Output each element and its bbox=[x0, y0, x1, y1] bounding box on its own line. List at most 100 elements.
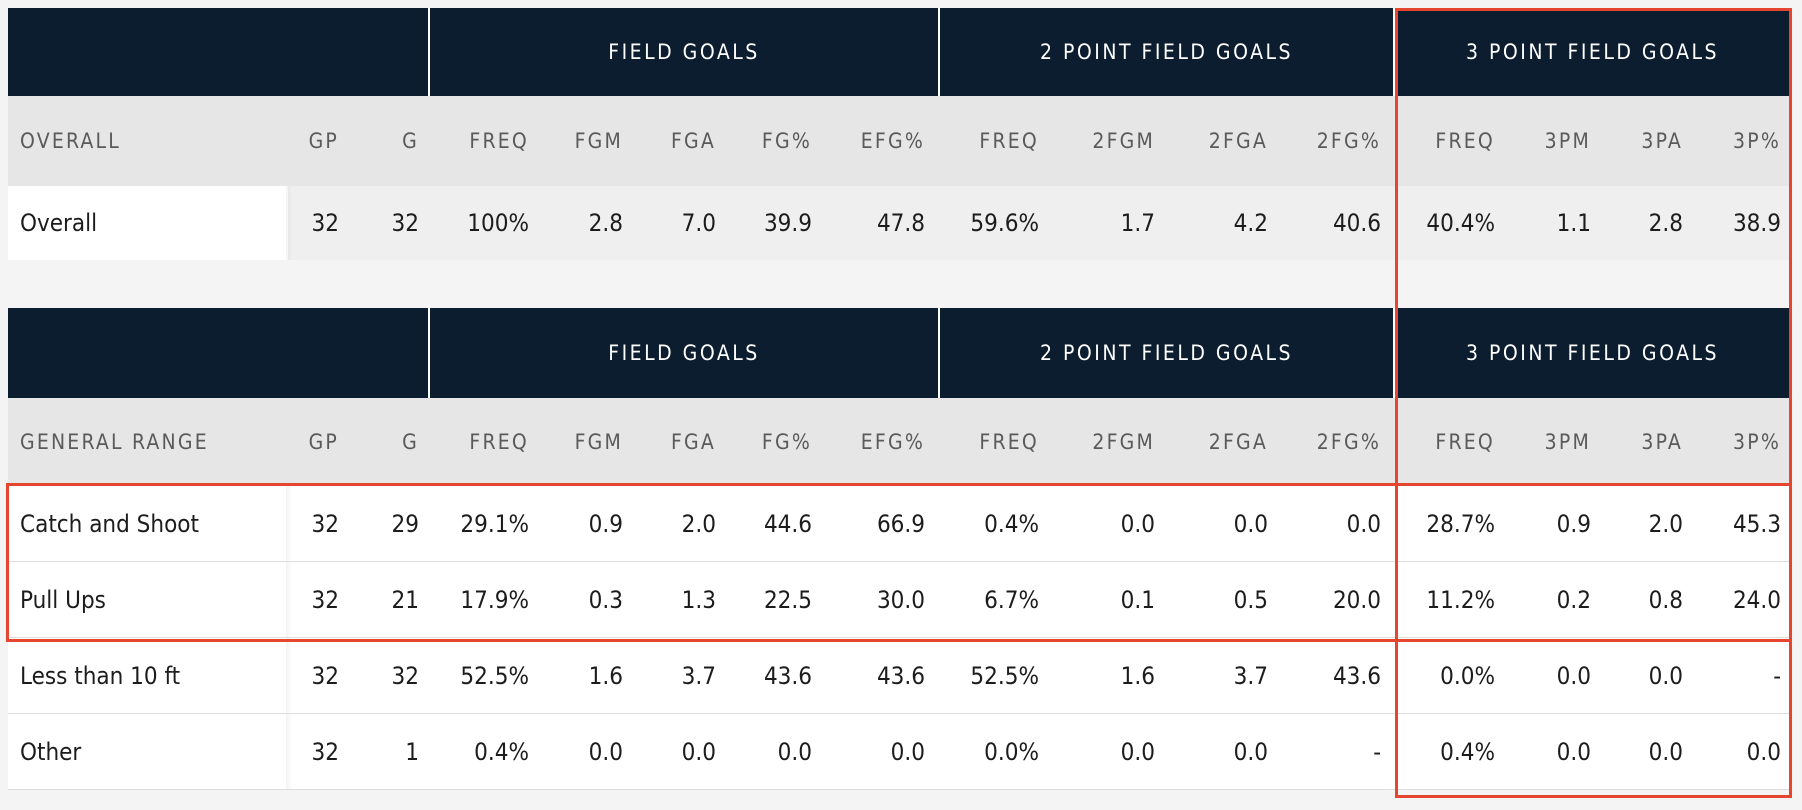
cell-gp: 32 bbox=[293, 714, 341, 789]
cell-g: 1 bbox=[405, 737, 419, 766]
column-header-freq[interactable]: FREQ bbox=[469, 430, 529, 454]
cell-3pa: 0.8 bbox=[1648, 585, 1683, 614]
cell-fg-pct: 22.5 bbox=[763, 585, 812, 614]
cell-efg-pct: 30.0 bbox=[876, 585, 925, 614]
cell-fga: 0.0 bbox=[681, 737, 716, 766]
column-header-2fgm[interactable]: 2FGM bbox=[1092, 129, 1155, 153]
group-2-point-field-goals: 2 POINT FIELD GOALS bbox=[938, 8, 1393, 96]
cell-freq: 29.1% bbox=[460, 509, 529, 538]
cell-fg-pct: 43.6 bbox=[763, 661, 812, 690]
row-label: Less than 10 ft bbox=[8, 638, 288, 713]
column-header-freq[interactable]: FREQ bbox=[979, 430, 1039, 454]
cell-g: 32 bbox=[391, 209, 419, 237]
column-header-3pm[interactable]: 3PM bbox=[1544, 129, 1591, 153]
cell-fga: 1.3 bbox=[681, 585, 716, 614]
cell-fgm: 1.6 bbox=[588, 661, 623, 690]
column-header-freq[interactable]: FREQ bbox=[469, 129, 529, 153]
cell-freq: 52.5% bbox=[460, 661, 529, 690]
cell-3pa: 2.0 bbox=[1648, 509, 1683, 538]
column-header-3p-pct[interactable]: 3P% bbox=[1733, 129, 1781, 153]
general_range-column-header: GENERAL RANGE GP G FREQ FGM FGA FG% EFG% FREQ 2FG… bbox=[8, 398, 1790, 486]
general_range-section-title: GENERAL RANGE bbox=[20, 430, 209, 454]
column-header-gp[interactable]: GP bbox=[308, 430, 339, 454]
cell-3pm: 1.1 bbox=[1556, 209, 1591, 237]
cell-g: 21 bbox=[391, 585, 419, 614]
cell-2fgm: 0.0 bbox=[1120, 509, 1155, 538]
column-header-fg-pct[interactable]: FG% bbox=[761, 129, 812, 153]
cell-fgm: 2.8 bbox=[588, 209, 623, 237]
row-label: Other bbox=[8, 714, 288, 789]
cell-freq: 100% bbox=[467, 209, 529, 237]
cell-fga: 2.0 bbox=[681, 509, 716, 538]
general_range-group-header: FIELD GOALS 2 POINT FIELD GOALS 3 POINT FI… bbox=[8, 308, 1790, 398]
cell-freq: 59.6% bbox=[970, 209, 1039, 237]
column-header-3p-pct[interactable]: 3P% bbox=[1733, 430, 1781, 454]
column-header-3pa[interactable]: 3PA bbox=[1641, 430, 1683, 454]
cell-2fgm: 0.1 bbox=[1120, 585, 1155, 614]
cell-freq: 11.2% bbox=[1426, 585, 1495, 614]
cell-2fgm: 1.7 bbox=[1120, 209, 1155, 237]
cell-freq: 17.9% bbox=[460, 585, 529, 614]
column-header-3pa[interactable]: 3PA bbox=[1641, 129, 1683, 153]
cell-freq: 40.4% bbox=[1426, 209, 1495, 237]
column-header-3pm[interactable]: 3PM bbox=[1544, 430, 1591, 454]
cell-2fg-pct: 43.6 bbox=[1332, 661, 1381, 690]
cell-gp: 32 bbox=[293, 486, 341, 561]
cell-2fga: 3.7 bbox=[1233, 661, 1268, 690]
column-header-fgm[interactable]: FGM bbox=[574, 129, 623, 153]
cell-fgm: 0.0 bbox=[588, 737, 623, 766]
cell-3pm: 0.0 bbox=[1556, 737, 1591, 766]
cell-2fga: 4.2 bbox=[1233, 209, 1268, 237]
column-header-fga[interactable]: FGA bbox=[670, 430, 716, 454]
column-header-freq[interactable]: FREQ bbox=[1435, 129, 1495, 153]
column-header-2fg-pct[interactable]: 2FG% bbox=[1316, 430, 1381, 454]
cell-fg-pct: 44.6 bbox=[763, 509, 812, 538]
column-header-2fga[interactable]: 2FGA bbox=[1208, 129, 1268, 153]
cell-2fgm: 1.6 bbox=[1120, 661, 1155, 690]
cell-g: 32 bbox=[391, 661, 419, 690]
group-field-goals: FIELD GOALS bbox=[428, 308, 938, 398]
column-header-efg-pct[interactable]: EFG% bbox=[860, 129, 925, 153]
cell-gp: 32 bbox=[311, 209, 339, 237]
column-header-fga[interactable]: FGA bbox=[670, 129, 716, 153]
row-label-divider bbox=[286, 638, 292, 713]
row-label-divider bbox=[286, 562, 292, 637]
column-header-fgm[interactable]: FGM bbox=[574, 430, 623, 454]
cell-fg-pct: 39.9 bbox=[763, 209, 812, 237]
cell-fg-pct: 0.0 bbox=[777, 737, 812, 766]
cell-3pm: 0.0 bbox=[1556, 661, 1591, 690]
column-header-2fga[interactable]: 2FGA bbox=[1208, 430, 1268, 454]
column-header-fg-pct[interactable]: FG% bbox=[761, 430, 812, 454]
cell-freq: 6.7% bbox=[984, 585, 1039, 614]
cell-efg-pct: 66.9 bbox=[876, 509, 925, 538]
table-row: Pull Ups 32 21 17.9% 0.3 1.3 22.5 30.0 6.7% 0.1 0.… bbox=[8, 562, 1790, 638]
cell-fgm: 0.9 bbox=[588, 509, 623, 538]
cell-gp: 32 bbox=[293, 562, 341, 637]
cell-3p-pct: 24.0 bbox=[1732, 585, 1781, 614]
column-header-2fg-pct[interactable]: 2FG% bbox=[1316, 129, 1381, 153]
group-2-point-field-goals: 2 POINT FIELD GOALS bbox=[938, 308, 1393, 398]
row-label-divider bbox=[286, 714, 292, 789]
cell-3pa: 2.8 bbox=[1648, 209, 1683, 237]
row-label: Catch and Shoot bbox=[8, 486, 288, 561]
column-header-g[interactable]: G bbox=[402, 129, 419, 153]
column-header-freq[interactable]: FREQ bbox=[1435, 430, 1495, 454]
column-header-efg-pct[interactable]: EFG% bbox=[860, 430, 925, 454]
cell-fgm: 0.3 bbox=[588, 585, 623, 614]
cell-gp: 32 bbox=[293, 638, 341, 713]
overall-group-header: FIELD GOALS 2 POINT FIELD GOALS 3 POINT FI… bbox=[8, 8, 1790, 96]
cell-2fg-pct: 0.0 bbox=[1346, 509, 1381, 538]
column-header-freq[interactable]: FREQ bbox=[979, 129, 1039, 153]
column-header-2fgm[interactable]: 2FGM bbox=[1092, 430, 1155, 454]
cell-freq: 28.7% bbox=[1426, 509, 1495, 538]
row-label: Pull Ups bbox=[8, 562, 288, 637]
column-header-gp[interactable]: GP bbox=[308, 129, 339, 153]
cell-2fg-pct: 40.6 bbox=[1332, 209, 1381, 237]
cell-g: 29 bbox=[391, 509, 419, 538]
cell-efg-pct: 43.6 bbox=[876, 661, 925, 690]
cell-freq: 0.4% bbox=[474, 737, 529, 766]
cell-3pm: 0.2 bbox=[1556, 585, 1591, 614]
cell-freq: 0.0% bbox=[1440, 661, 1495, 690]
column-header-g[interactable]: G bbox=[402, 430, 419, 454]
row-label-divider bbox=[286, 186, 292, 260]
